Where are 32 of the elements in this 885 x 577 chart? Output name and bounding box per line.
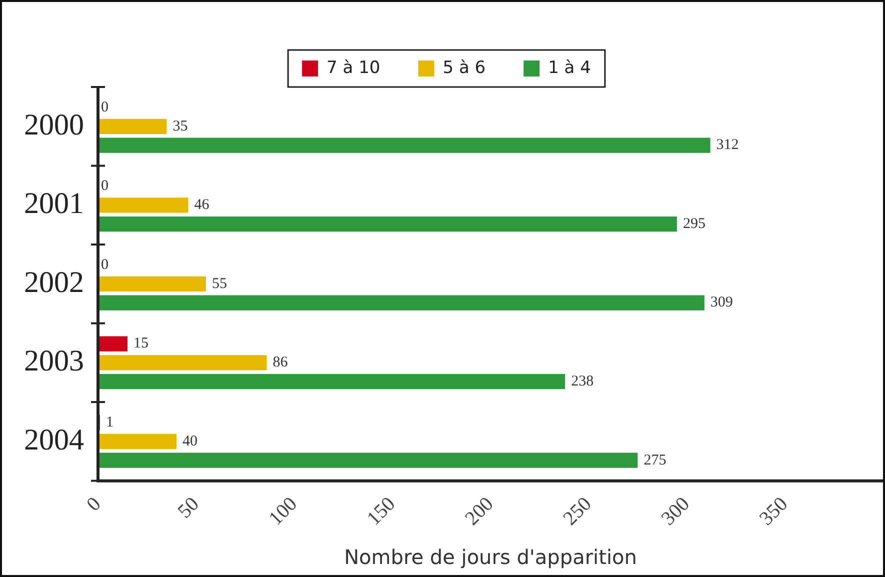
data-label: 295 [682, 216, 706, 232]
x-tick-label: 300 [657, 492, 694, 530]
data-label: 275 [644, 452, 666, 468]
x-tick-label: 350 [755, 492, 792, 530]
data-label: 0 [101, 99, 108, 116]
y-tick-label: 2002 [24, 266, 84, 299]
data-label: 55 [212, 276, 227, 292]
legend-label: 1 à 4 [548, 58, 591, 78]
x-tick-label: 0 [82, 492, 106, 516]
data-label: 0 [101, 178, 108, 194]
data-label: 1 [106, 414, 114, 430]
y-tick-label: 2000 [24, 108, 84, 142]
data-label: 312 [716, 137, 739, 154]
x-tick-label: 100 [264, 492, 302, 530]
y-tick-label: 2001 [24, 187, 84, 220]
data-label: 238 [571, 374, 594, 390]
data-label: 0 [101, 256, 108, 273]
data-label: 15 [133, 336, 148, 352]
data-label: 35 [172, 118, 188, 134]
x-tick-label: 150 [362, 492, 400, 530]
y-tick-label: 2004 [24, 423, 84, 456]
legend-label: 7 à 10 [326, 58, 380, 78]
data-label: 86 [272, 354, 288, 371]
y-tick-label: 2003 [24, 344, 84, 378]
legend-label: 5 à 6 [442, 58, 486, 78]
x-tick-label: 200 [460, 492, 498, 530]
x-axis-title: Nombre de jours d'apparition [344, 545, 637, 570]
x-tick-label: 50 [174, 492, 204, 523]
x-tick-label: 250 [559, 492, 596, 530]
data-label: 309 [710, 294, 733, 311]
data-label: 40 [182, 433, 198, 450]
data-label: 46 [194, 197, 210, 214]
